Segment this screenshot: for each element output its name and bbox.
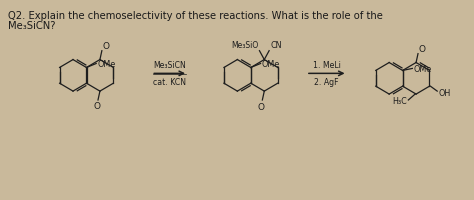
Text: Me₃SiO: Me₃SiO [231, 41, 258, 49]
Text: O: O [93, 101, 100, 110]
Text: OMe: OMe [413, 65, 431, 74]
Text: OMe: OMe [262, 60, 280, 69]
Text: CN: CN [270, 41, 282, 49]
Text: OH: OH [438, 88, 450, 97]
Text: Me₃SiCN?: Me₃SiCN? [8, 21, 55, 31]
Text: O: O [258, 102, 265, 111]
Text: OMe: OMe [97, 60, 115, 69]
Text: H₃C: H₃C [392, 97, 407, 106]
Text: 2. AgF: 2. AgF [314, 78, 339, 87]
Text: Q2. Explain the chemoselectivity of these reactions. What is the role of the: Q2. Explain the chemoselectivity of thes… [8, 11, 383, 21]
Text: cat. KCN: cat. KCN [153, 78, 186, 87]
Text: 1. MeLi: 1. MeLi [313, 61, 341, 70]
Text: Me₃SiCN: Me₃SiCN [153, 61, 186, 70]
Text: O: O [103, 41, 110, 50]
Text: O: O [419, 44, 426, 53]
